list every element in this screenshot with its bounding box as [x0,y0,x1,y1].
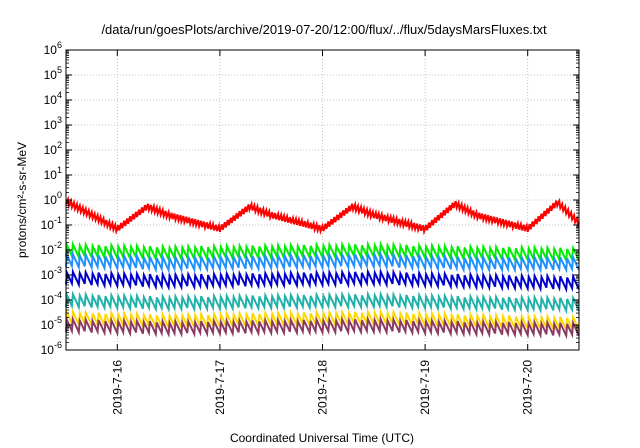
y-tick-label: 10-4 [41,290,62,307]
y-axis-label: protons/cm²-s-sr-MeV [15,142,29,258]
series-line-7 [65,315,580,340]
chart-title: /data/run/goesPlots/archive/2019-07-20/1… [101,22,547,37]
x-tick-label: 2019-7-17 [213,360,227,415]
x-tick-label: 2019-7-20 [521,360,535,415]
y-tick-label: 105 [44,65,62,82]
plot-frame [65,49,580,351]
series-line-3 [65,250,580,274]
series-line-4 [65,267,580,294]
x-ticks: 2019-7-16 2019-7-17 2019-7-18 2019-7-19 2019… [110,50,535,415]
x-tick-label: 2019-7-16 [110,360,124,415]
series-group [65,195,580,340]
series-line-5 [65,290,580,315]
y-tick-label: 10-5 [41,315,62,332]
y-ticks: 10-6 10-5 10-4 10-3 10-2 10-1 100 101 102 103 104 1… [41,40,579,357]
y-tick-label: 104 [44,90,62,107]
y-tick-label: 10-2 [41,240,62,257]
y-tick-label: 101 [44,165,62,182]
x-axis-label: Coordinated Universal Time (UTC) [230,431,414,445]
y-tick-label: 106 [44,40,62,57]
series-line-1 [65,195,580,236]
x-tick-label: 2019-7-18 [316,360,330,415]
y-tick-label: 103 [44,115,62,132]
y-tick-label: 10-3 [41,265,62,282]
y-tick-label: 100 [44,190,62,207]
y-tick-label: 102 [44,140,62,157]
x-tick-label: 2019-7-19 [418,360,432,415]
y-tick-label: 10-1 [41,215,62,232]
y-tick-label: 10-6 [41,340,62,357]
